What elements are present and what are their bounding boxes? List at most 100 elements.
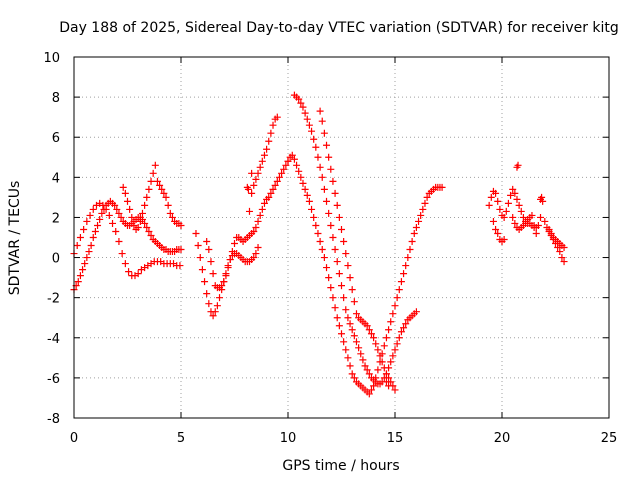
data-point — [117, 213, 125, 221]
data-point — [231, 240, 238, 248]
data-point — [338, 225, 345, 233]
data-point — [136, 217, 144, 225]
data-point — [207, 258, 215, 266]
data-point — [89, 234, 97, 241]
data-point — [494, 197, 502, 205]
data-point — [141, 201, 149, 209]
series-arc-d — [192, 229, 262, 320]
data-point — [267, 189, 275, 197]
y-tick-label: -8 — [47, 412, 60, 427]
data-point — [156, 181, 164, 189]
data-point — [80, 225, 88, 233]
data-point — [511, 189, 519, 197]
data-point — [226, 256, 234, 264]
data-point — [397, 328, 405, 336]
chart-title: Day 188 of 2025, Sidereal Day-to-day VTE… — [59, 20, 619, 36]
data-point — [507, 191, 515, 199]
data-point — [147, 177, 155, 185]
data-point — [73, 242, 81, 250]
data-point — [258, 157, 266, 165]
data-point — [318, 173, 326, 181]
data-point — [310, 135, 318, 143]
data-point — [222, 272, 230, 280]
data-point — [374, 346, 382, 354]
data-point — [412, 308, 420, 316]
y-tick-label: 4 — [52, 171, 60, 186]
data-point — [357, 350, 365, 358]
data-point — [342, 306, 350, 314]
data-point — [408, 238, 416, 246]
data-point — [419, 205, 427, 213]
data-point — [280, 165, 288, 173]
data-point — [143, 193, 151, 201]
data-point — [554, 244, 562, 252]
data-point — [308, 205, 316, 213]
series-arc-a — [70, 197, 185, 294]
data-point — [494, 229, 502, 237]
data-point — [538, 193, 546, 201]
data-point — [314, 153, 322, 161]
y-tick-label: 0 — [52, 252, 60, 267]
data-point — [514, 161, 522, 169]
data-point — [509, 213, 517, 221]
data-point — [385, 326, 393, 334]
data-point — [177, 221, 185, 229]
data-point — [404, 254, 412, 262]
data-point — [346, 320, 354, 328]
data-point — [76, 234, 84, 241]
data-point — [340, 238, 348, 246]
data-point — [492, 225, 500, 233]
data-point — [509, 185, 517, 193]
x-tick-label: 10 — [280, 431, 297, 446]
data-point — [299, 103, 307, 111]
data-point — [370, 382, 378, 390]
data-point — [203, 290, 211, 298]
data-point — [387, 358, 395, 366]
data-point — [492, 189, 500, 197]
data-point — [113, 205, 121, 213]
data-point — [297, 99, 305, 107]
data-point — [288, 151, 296, 159]
data-point — [325, 274, 333, 282]
data-point — [485, 201, 493, 209]
data-point — [316, 107, 324, 115]
data-point — [118, 250, 126, 258]
data-point — [350, 332, 358, 340]
axis-ticks: 0 5 10 15 20 25 -8 -6 -4 -2 0 2 4 6 8 10 — [43, 51, 617, 446]
data-point — [342, 250, 350, 258]
data-point — [115, 209, 123, 217]
data-point — [273, 177, 281, 185]
data-point — [417, 211, 425, 219]
data-point — [160, 189, 168, 197]
data-point — [301, 185, 309, 193]
data-point — [153, 177, 161, 185]
data-point — [254, 244, 262, 252]
data-point — [323, 197, 331, 205]
data-point — [327, 221, 335, 229]
data-point — [323, 141, 331, 149]
data-point — [380, 364, 388, 372]
data-point — [344, 314, 352, 322]
x-tick-label: 15 — [387, 431, 404, 446]
data-point — [158, 185, 166, 193]
data-point — [410, 229, 418, 237]
data-point — [224, 264, 232, 272]
data-point — [338, 330, 345, 338]
y-tick-label: 8 — [52, 91, 60, 106]
data-point — [382, 334, 390, 342]
data-point — [378, 358, 386, 366]
data-point — [402, 320, 410, 328]
data-point — [374, 366, 382, 374]
data-point — [314, 229, 322, 237]
data-point — [269, 121, 277, 129]
data-point — [293, 161, 301, 169]
data-point — [209, 312, 217, 320]
data-point — [385, 374, 393, 382]
data-point — [346, 274, 354, 282]
data-point — [260, 151, 268, 159]
x-tick-label: 0 — [70, 431, 78, 446]
data-point — [363, 366, 371, 374]
data-point — [327, 284, 335, 292]
data-point — [98, 209, 106, 217]
